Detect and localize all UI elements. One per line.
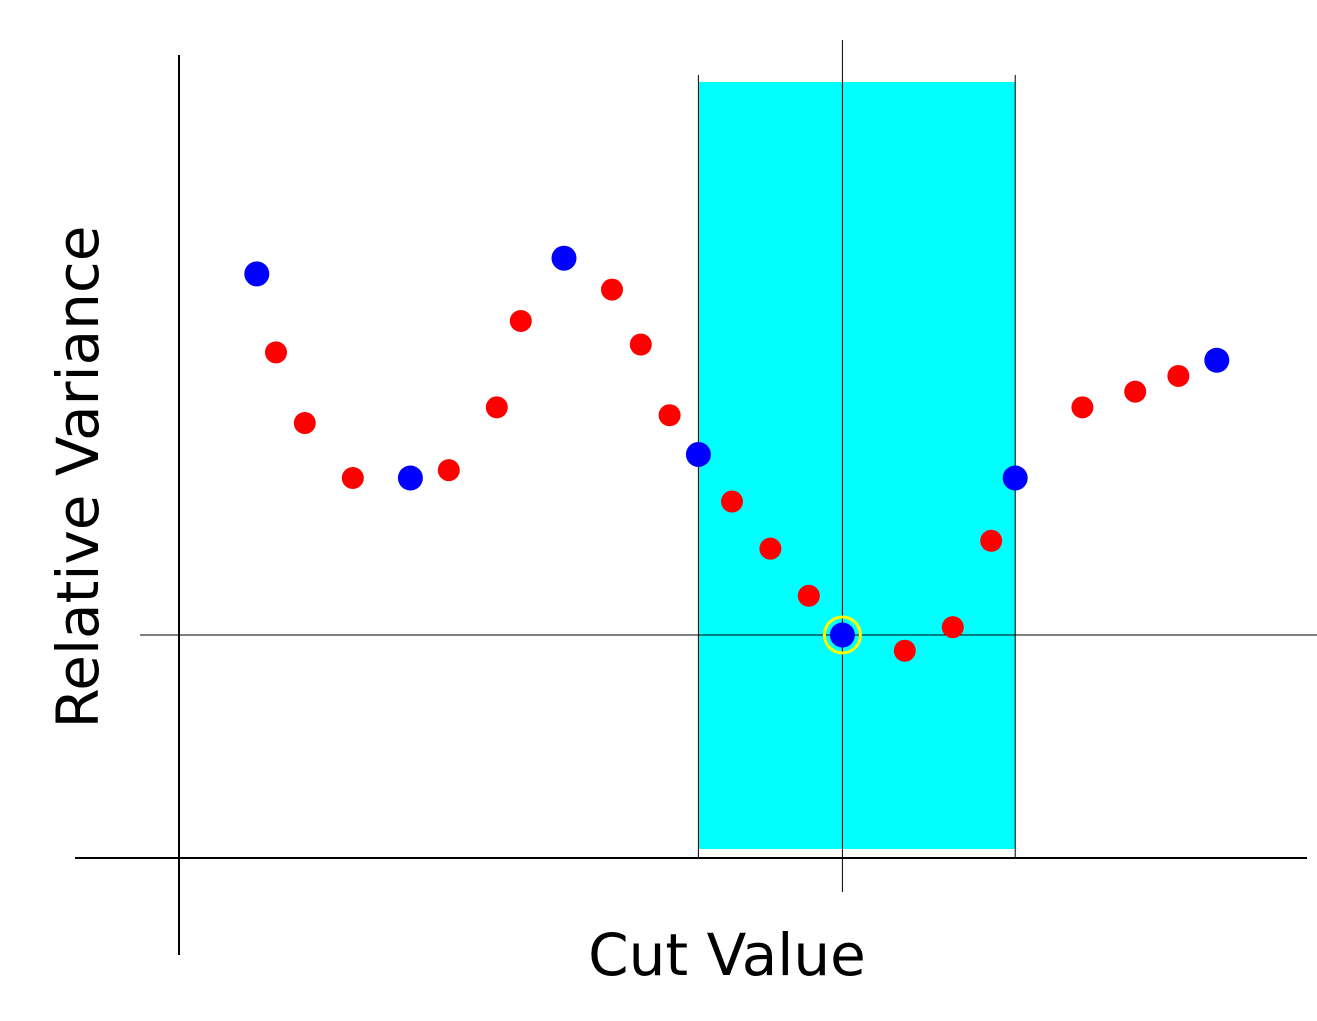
red-data-point xyxy=(658,404,681,427)
red-data-point xyxy=(797,584,820,607)
red-data-point xyxy=(629,333,652,356)
red-data-point xyxy=(293,412,316,435)
blue-data-point xyxy=(244,261,270,287)
selected-point-ring xyxy=(822,615,862,655)
data-points xyxy=(244,245,1230,662)
red-data-point xyxy=(509,310,532,332)
red-data-point xyxy=(601,278,623,301)
y-axis-label: Relative Variance xyxy=(44,226,112,729)
red-data-point xyxy=(1071,396,1094,419)
blue-data-point xyxy=(829,622,855,648)
red-data-point xyxy=(341,467,364,489)
red-data-point xyxy=(1167,364,1190,387)
blue-data-point xyxy=(685,441,711,467)
red-data-point xyxy=(485,396,508,419)
red-data-point xyxy=(265,341,287,364)
blue-data-point xyxy=(1002,465,1028,491)
x-axis-label: Cut Value xyxy=(588,921,866,989)
red-data-point xyxy=(437,459,460,482)
blue-data-point xyxy=(397,465,423,491)
selected-cut-range-band xyxy=(698,82,1016,849)
red-data-point xyxy=(893,639,916,662)
red-data-point xyxy=(941,616,964,639)
red-data-point xyxy=(721,490,743,513)
blue-data-point xyxy=(551,245,577,271)
blue-data-point xyxy=(1204,347,1230,373)
red-data-point xyxy=(980,529,1003,552)
red-data-point xyxy=(1124,380,1147,403)
red-data-point xyxy=(759,537,782,560)
